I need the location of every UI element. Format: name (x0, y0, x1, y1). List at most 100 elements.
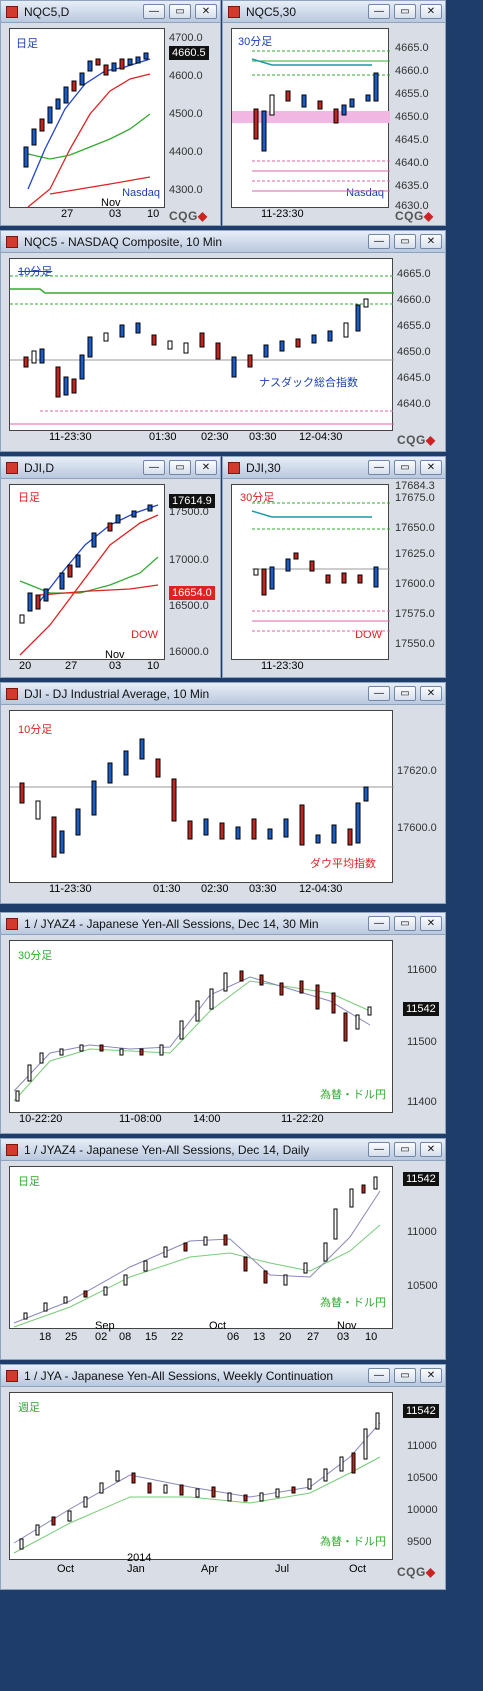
restore-button[interactable]: ▭ (394, 234, 416, 249)
y-tick: 11500 (407, 1036, 437, 1048)
x-tick: 10 (147, 660, 160, 672)
chart-pane[interactable]: 30分足 為替・ドル円 (9, 940, 393, 1113)
y-axis: 11600 11500 11400 (397, 940, 445, 1113)
chart-pane[interactable]: 週足 為替・ドル円 (9, 1392, 393, 1560)
close-button[interactable]: ✕ (195, 4, 217, 19)
x-tick: 2014 (127, 1552, 152, 1564)
candles (10, 275, 394, 425)
restore-button[interactable]: ▭ (169, 4, 191, 19)
close-button[interactable]: ✕ (420, 460, 442, 475)
x-tick: Nov (105, 649, 125, 661)
y-tick: 17600.0 (395, 578, 435, 590)
y-tick: 11400 (407, 1096, 437, 1108)
minimize-button[interactable]: — (368, 234, 390, 249)
window-jpy-weekly: 1 / JYA - Japanese Yen-All Sessions, Wee… (0, 1364, 446, 1590)
x-tick: Nov (101, 197, 121, 209)
minimize-button[interactable]: — (143, 460, 165, 475)
x-tick: 20 (279, 1331, 292, 1343)
x-tick: 02:30 (201, 883, 229, 895)
last-price-tag: 11542 (403, 1002, 439, 1016)
restore-button[interactable]: ▭ (169, 460, 191, 475)
y-tick: 10500 (407, 1280, 438, 1292)
y-axis: 4665.0 4660.0 4655.0 4650.0 4645.0 4640.… (397, 258, 445, 431)
close-button[interactable]: ✕ (420, 234, 442, 249)
x-tick: 10-22:20 (19, 1113, 63, 1125)
y-axis: 17684.3 17675.0 17650.0 17625.0 17600.0 … (395, 480, 445, 660)
watermark-label: 為替・ドル円 (320, 1089, 386, 1101)
chart-pane[interactable]: 日足 DOW (9, 484, 165, 660)
x-tick: 08 (119, 1331, 132, 1343)
chart-pane[interactable]: 日足 Nasdaq (9, 28, 165, 208)
restore-button[interactable]: ▭ (394, 686, 416, 701)
titlebar[interactable]: DJI - DJ Industrial Average, 10 Min — ▭ ✕ (1, 683, 445, 705)
x-tick: 10 (365, 1331, 378, 1343)
app-icon (6, 1370, 18, 1382)
candles (13, 1176, 381, 1328)
x-tick: 27 (307, 1331, 320, 1343)
titlebar[interactable]: NQC5,30 — ▭ ✕ (223, 1, 445, 23)
titlebar[interactable]: DJI,30 — ▭ ✕ (223, 457, 445, 479)
y-axis: 4700.0 4600.0 4500.0 4400.0 4300.0 (169, 28, 220, 208)
cqg-logo: CQG◆ (395, 209, 434, 223)
x-tick: 14:00 (193, 1113, 221, 1125)
restore-button[interactable]: ▭ (394, 4, 416, 19)
x-tick: 11-23:30 (261, 660, 304, 672)
y-tick: 11000 (407, 1440, 437, 1452)
restore-button[interactable]: ▭ (394, 1368, 416, 1383)
x-tick: 11-23:30 (49, 431, 92, 443)
ma-price-tag: 16654.0 (169, 586, 215, 600)
titlebar[interactable]: 1 / JYA - Japanese Yen-All Sessions, Wee… (1, 1365, 445, 1387)
close-button[interactable]: ✕ (420, 4, 442, 19)
x-tick: 02:30 (201, 431, 229, 443)
y-tick: 17620.0 (397, 765, 437, 777)
window-title: DJI,D (24, 461, 54, 475)
chart-pane[interactable]: 10分足 ナスダック総合指数 (9, 258, 394, 431)
x-tick: 03:30 (249, 883, 277, 895)
x-axis: 11-23:30 (231, 660, 389, 677)
x-axis: 11-23:30 (231, 208, 389, 225)
y-tick: 17000.0 (169, 554, 209, 566)
close-button[interactable]: ✕ (195, 460, 217, 475)
y-tick: 10500 (407, 1472, 438, 1484)
x-tick: Oct (57, 1563, 75, 1575)
chart-pane[interactable]: 10分足 ダウ平均指数 (9, 710, 394, 883)
ma-green (27, 113, 151, 160)
titlebar[interactable]: NQC5 - NASDAQ Composite, 10 Min — ▭ ✕ (1, 231, 445, 253)
titlebar[interactable]: 1 / JYAZ4 - Japanese Yen-All Sessions, D… (1, 1139, 445, 1161)
period-label: 週足 (18, 1402, 40, 1414)
x-tick: 11-23:30 (261, 208, 304, 220)
chart-pane[interactable]: 30分足 Nasdaq (231, 28, 390, 208)
minimize-button[interactable]: — (368, 4, 390, 19)
candles (13, 1412, 381, 1554)
y-tick: 17650.0 (395, 522, 435, 534)
minimize-button[interactable]: — (368, 1368, 390, 1383)
y-tick: 4300.0 (169, 184, 203, 196)
period-label: 日足 (18, 492, 40, 504)
x-tick: 27 (61, 208, 74, 220)
close-button[interactable]: ✕ (420, 1142, 442, 1157)
minimize-button[interactable]: — (368, 1142, 390, 1157)
x-tick: 11-23:30 (49, 883, 92, 895)
minimize-button[interactable]: — (368, 460, 390, 475)
restore-button[interactable]: ▭ (394, 916, 416, 931)
minimize-button[interactable]: — (368, 916, 390, 931)
titlebar[interactable]: NQC5,D — ▭ ✕ (1, 1, 220, 23)
minimize-button[interactable]: — (368, 686, 390, 701)
chart-pane[interactable]: 30分足 DOW (231, 484, 390, 660)
titlebar[interactable]: DJI,D — ▭ ✕ (1, 457, 220, 479)
window-nqc5-30min: NQC5,30 — ▭ ✕ 30分足 Nasdaq 4665.0 (222, 0, 446, 226)
window-title: 1 / JYA - Japanese Yen-All Sessions, Wee… (24, 1369, 334, 1383)
close-button[interactable]: ✕ (420, 1368, 442, 1383)
restore-button[interactable]: ▭ (394, 460, 416, 475)
watermark-label: Nasdaq (122, 187, 160, 199)
y-axis: 11000 10500 10000 9500 (397, 1392, 445, 1560)
x-tick: 01:30 (153, 883, 181, 895)
titlebar[interactable]: 1 / JYAZ4 - Japanese Yen-All Sessions, D… (1, 913, 445, 935)
candles (23, 52, 151, 208)
close-button[interactable]: ✕ (420, 916, 442, 931)
chart-pane[interactable]: 日足 為替・ドル円 (9, 1166, 393, 1329)
last-price-tag: 11542 (403, 1404, 439, 1418)
close-button[interactable]: ✕ (420, 686, 442, 701)
restore-button[interactable]: ▭ (394, 1142, 416, 1157)
minimize-button[interactable]: — (143, 4, 165, 19)
